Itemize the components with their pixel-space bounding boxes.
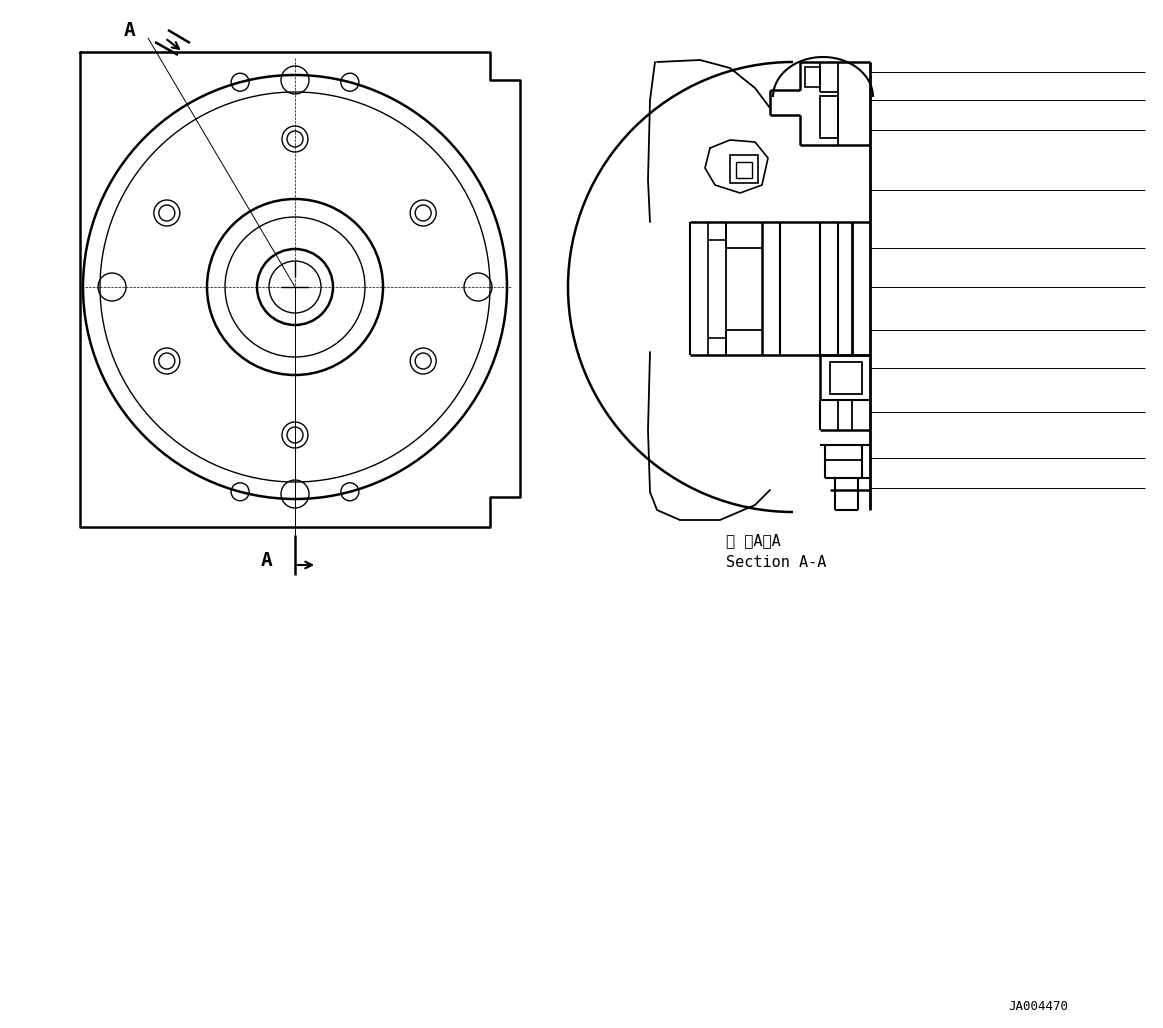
Bar: [730, 155, 758, 183]
Text: 断 面A－A: 断 面A－A: [726, 533, 780, 548]
Bar: [736, 162, 752, 178]
Text: Section A-A: Section A-A: [726, 555, 827, 570]
Bar: [830, 362, 862, 394]
Text: A: A: [262, 551, 273, 570]
Text: A: A: [124, 21, 136, 39]
Bar: [820, 96, 839, 138]
Bar: [805, 67, 820, 87]
Text: JA004470: JA004470: [1008, 1000, 1068, 1013]
